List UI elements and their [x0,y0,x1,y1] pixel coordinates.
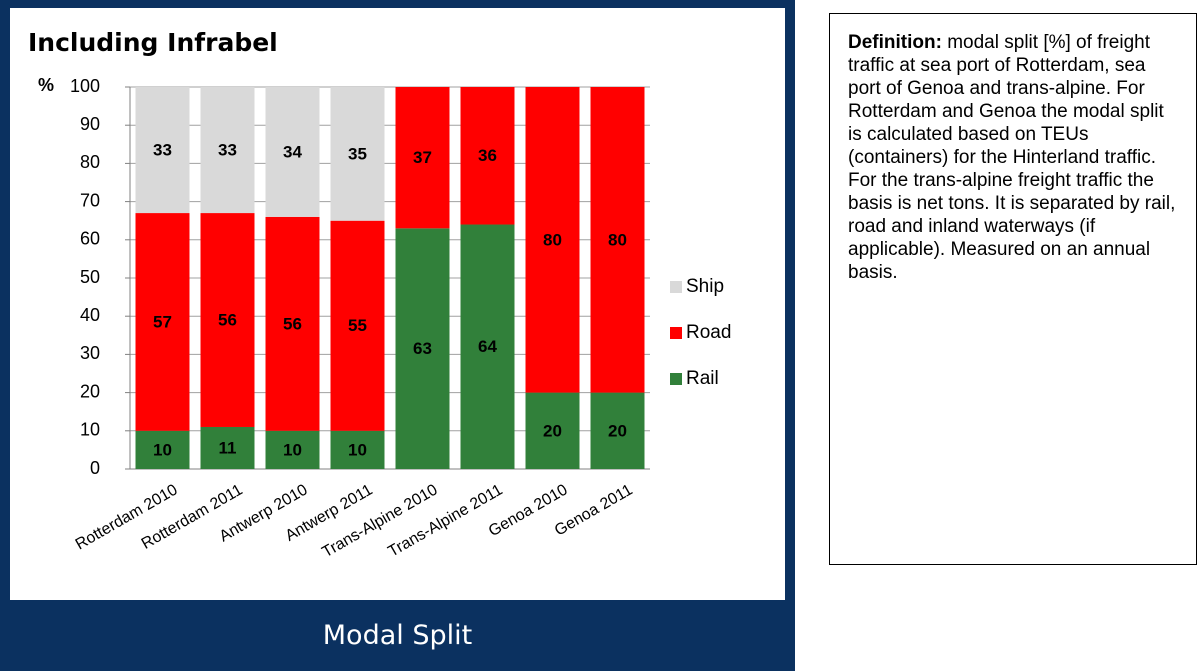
bar-segment [330,87,385,221]
bar-segment [265,216,320,431]
y-tick-label: 40 [80,305,100,325]
y-tick-label: 100 [70,76,100,96]
data-label: 63 [413,339,432,358]
data-label: 10 [348,440,367,459]
bar-segment [590,87,645,393]
y-tick-label: 10 [80,420,100,440]
data-label: 33 [218,141,237,160]
definition-box: Definition: modal split [%] of freight t… [829,13,1197,565]
data-label: 64 [478,337,497,356]
y-tick-label: 80 [80,152,100,172]
bar-segment [135,87,190,214]
bar-segment [135,213,190,431]
bar-segment [200,426,255,469]
definition-label: Definition: [848,32,942,53]
bar-segment [460,224,515,469]
legend-label: Road [686,322,731,343]
bar-segment [265,87,320,217]
legend-swatch [670,327,682,339]
legend-swatch [670,373,682,385]
y-axis-label: % [38,75,54,95]
y-tick-label: 90 [80,114,100,134]
bar-segment [265,430,320,469]
data-label: 55 [348,316,367,335]
x-tick-label: Trans-Alpine 2011 [385,481,505,560]
data-label: 80 [608,230,627,249]
bar-segment [525,87,580,393]
data-label: 37 [413,148,432,167]
bar-segment [200,87,255,214]
chart: Including Infrabel % 0 10 20 30 40 50 60 70 80 90… [28,28,731,561]
bar-segment [200,213,255,427]
data-label: 35 [348,144,367,163]
data-label: 36 [478,146,497,165]
bar-segment [460,87,515,225]
y-tick-label: 0 [90,458,100,478]
x-tick-label: Trans-Alpine 2010 [319,481,440,561]
y-tick-label: 70 [80,190,100,210]
bar-segment [395,228,450,469]
data-label: 33 [153,141,172,160]
legend-label: Ship [686,276,724,297]
bar-segment [330,430,385,469]
legend-swatch [670,281,682,293]
data-label: 34 [283,142,302,161]
data-label: 57 [153,312,172,331]
data-label: 10 [283,440,302,459]
footer: Modal Split [322,620,473,651]
bar-segment [525,392,580,469]
data-label: 11 [219,438,237,457]
data-label: 80 [543,230,562,249]
data-label: 56 [218,311,237,330]
y-tick-label: 60 [80,229,100,249]
chart-title: Including Infrabel [28,28,278,57]
y-tick-label: 50 [80,267,100,287]
data-label: 10 [153,440,172,459]
data-label: 56 [283,314,302,333]
legend-label: Rail [686,368,719,389]
data-label: 20 [543,421,562,440]
bar-segment [135,430,190,469]
bar-segment [330,220,385,431]
definition-text: modal split [%] of freight traffic at se… [848,32,1176,283]
bar-segment [395,87,450,229]
y-tick-label: 30 [80,343,100,363]
bar-segment [590,392,645,469]
data-label: 20 [608,421,627,440]
y-tick-label: 20 [80,381,100,401]
